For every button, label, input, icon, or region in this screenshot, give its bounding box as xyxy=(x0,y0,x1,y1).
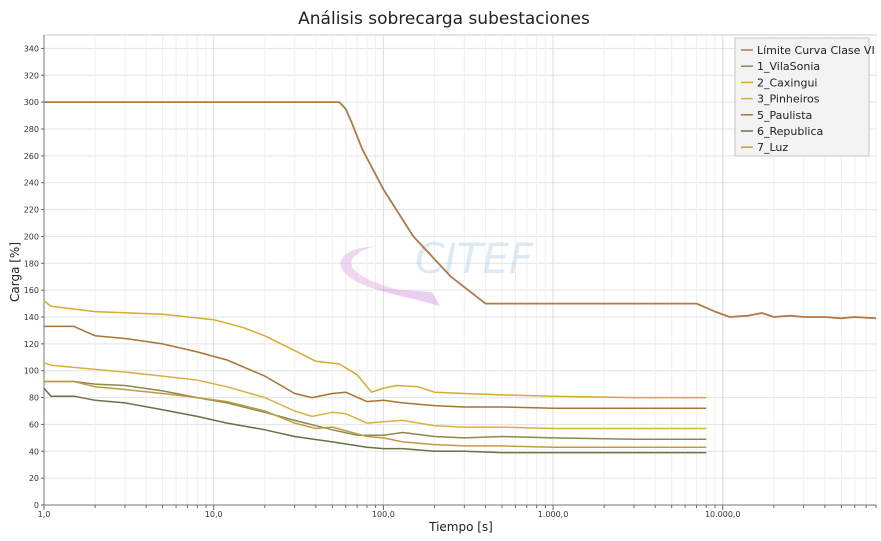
y-tick-label: 300 xyxy=(24,98,39,107)
y-axis-label: Carga [%] xyxy=(8,242,22,302)
legend-entry: 6_Republica xyxy=(757,125,823,138)
watermark-logo-icon xyxy=(340,246,440,306)
legend-box xyxy=(734,37,870,157)
y-tick-label: 120 xyxy=(24,340,39,349)
x-tick-label: 1,0 xyxy=(38,510,51,519)
legend-entry: Límite Curva Clase VI xyxy=(757,44,875,57)
x-tick-label: 100,0 xyxy=(372,510,395,519)
y-tick-label: 340 xyxy=(24,44,39,53)
y-tick-label: 20 xyxy=(29,474,39,483)
y-tick-label: 160 xyxy=(24,286,39,295)
y-tick-label: 220 xyxy=(24,206,39,215)
x-tick-label: 10,0 xyxy=(205,510,223,519)
legend-entry: 5_Paulista xyxy=(757,109,812,122)
y-tick-label: 40 xyxy=(29,447,39,456)
y-tick-label: 240 xyxy=(24,179,39,188)
x-tick-label: 10.000,0 xyxy=(705,510,741,519)
x-tick-label: 1.000,0 xyxy=(538,510,569,519)
y-tick-label: 100 xyxy=(24,367,39,376)
chart-title: Análisis sobrecarga subestaciones xyxy=(298,9,590,29)
series-line-1 xyxy=(44,380,707,440)
legend-entry: 7_Luz xyxy=(757,141,788,154)
y-tick-label: 140 xyxy=(24,313,39,322)
y-tick-label: 320 xyxy=(24,71,39,80)
legend: Límite Curva Clase VI 1_VilaSonia 2_Caxing… xyxy=(734,37,875,157)
series-lines xyxy=(43,101,877,454)
y-tick-label: 260 xyxy=(24,152,39,161)
y-tick-label: 280 xyxy=(24,125,39,134)
y-tick-label: 60 xyxy=(29,420,39,429)
axes: 0 20 40 60 80 100 120 140 160 180 200 220 240 260 280 3… xyxy=(24,35,877,519)
y-tick-label: 200 xyxy=(24,232,39,241)
legend-entry: 2_Caxingui xyxy=(757,76,817,89)
x-axis-label: Tiempo [s] xyxy=(428,520,493,534)
y-tick-label: 80 xyxy=(29,394,39,403)
series-line-3 xyxy=(43,361,707,430)
series-line-0 xyxy=(44,101,877,320)
y-tick-label: 180 xyxy=(24,259,39,268)
series-line-2 xyxy=(43,300,707,399)
series-line-4 xyxy=(44,325,707,410)
series-line-5 xyxy=(43,387,707,454)
series-line-6 xyxy=(44,380,707,449)
legend-entry: 1_VilaSonia xyxy=(757,60,820,73)
y-tick-label: 0 xyxy=(34,501,39,510)
legend-entry: 3_Pinheiros xyxy=(757,93,820,106)
